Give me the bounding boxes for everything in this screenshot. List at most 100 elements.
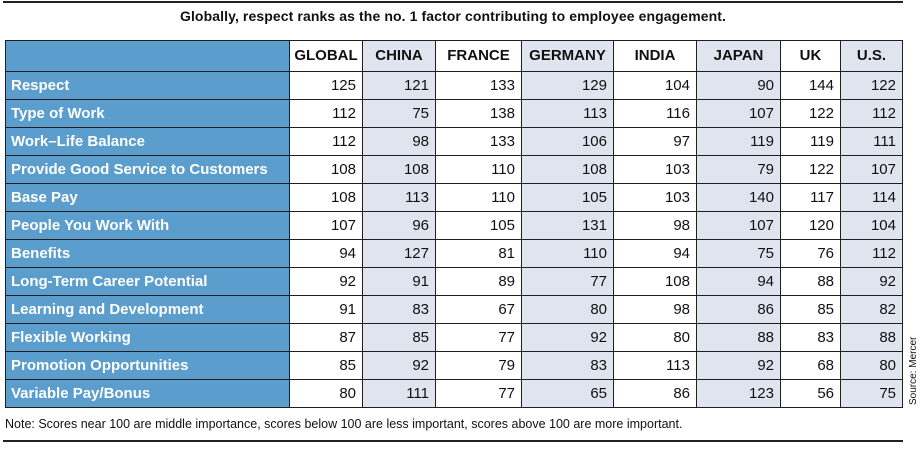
score-cell: 104 (840, 211, 903, 240)
score-cell: 140 (696, 183, 781, 212)
bottom-rule (3, 440, 903, 442)
score-cell: 127 (362, 239, 436, 268)
score-cell: 92 (840, 267, 903, 296)
score-cell: 112 (289, 99, 363, 128)
score-cell: 125 (289, 71, 363, 100)
score-cell: 122 (780, 99, 841, 128)
table-row: Benefits 94 127 81 110 94 75 76 112 (5, 239, 903, 268)
score-cell: 117 (780, 183, 841, 212)
score-cell: 120 (780, 211, 841, 240)
column-header-uk: UK (780, 40, 841, 72)
score-cell: 75 (362, 99, 436, 128)
score-cell: 131 (521, 211, 614, 240)
score-cell: 94 (613, 239, 697, 268)
score-cell: 107 (696, 211, 781, 240)
score-cell: 133 (435, 71, 522, 100)
table-row: Promotion Opportunities 85 92 79 83 113 92 68 80 (5, 351, 903, 380)
score-cell: 97 (613, 127, 697, 156)
row-label: Benefits (5, 239, 290, 268)
column-header-japan: JAPAN (696, 40, 781, 72)
score-cell: 106 (521, 127, 614, 156)
score-cell: 88 (696, 323, 781, 352)
table-row: Learning and Development 91 83 67 80 98 86 85 82 (5, 295, 903, 324)
score-cell: 87 (289, 323, 363, 352)
score-cell: 98 (613, 211, 697, 240)
score-cell: 92 (289, 267, 363, 296)
score-cell: 92 (696, 351, 781, 380)
column-header-china: CHINA (362, 40, 436, 72)
score-cell: 133 (435, 127, 522, 156)
top-rule (3, 1, 903, 3)
row-label: Flexible Working (5, 323, 290, 352)
score-cell: 103 (613, 155, 697, 184)
score-cell: 91 (362, 267, 436, 296)
score-cell: 56 (780, 379, 841, 408)
score-cell: 86 (696, 295, 781, 324)
score-cell: 94 (696, 267, 781, 296)
score-cell: 76 (780, 239, 841, 268)
score-cell: 110 (521, 239, 614, 268)
column-header-global: GLOBAL (289, 40, 363, 72)
score-cell: 88 (840, 323, 903, 352)
row-label: Learning and Development (5, 295, 290, 324)
score-cell: 138 (435, 99, 522, 128)
score-cell: 107 (696, 99, 781, 128)
score-cell: 85 (289, 351, 363, 380)
score-cell: 92 (521, 323, 614, 352)
table-row: Variable Pay/Bonus 80 111 77 65 86 123 56 75 (5, 379, 903, 408)
score-cell: 107 (840, 155, 903, 184)
score-cell: 77 (521, 267, 614, 296)
score-cell: 119 (696, 127, 781, 156)
score-cell: 94 (289, 239, 363, 268)
score-cell: 111 (362, 379, 436, 408)
score-cell: 112 (840, 239, 903, 268)
score-cell: 86 (613, 379, 697, 408)
table-row: Respect 125 121 133 129 104 90 144 122 (5, 71, 903, 100)
score-cell: 83 (780, 323, 841, 352)
row-label: Long-Term Career Potential (5, 267, 290, 296)
score-cell: 110 (435, 183, 522, 212)
table-row: Provide Good Service to Customers 108 108 1… (5, 155, 903, 184)
score-cell: 80 (289, 379, 363, 408)
table-body: Respect 125 121 133 129 104 90 144 122 Type of Wo… (5, 71, 903, 408)
score-cell: 90 (696, 71, 781, 100)
score-cell: 67 (435, 295, 522, 324)
score-cell: 105 (521, 183, 614, 212)
score-cell: 75 (840, 379, 903, 408)
score-cell: 144 (780, 71, 841, 100)
score-cell: 80 (840, 351, 903, 380)
score-cell: 91 (289, 295, 363, 324)
score-cell: 98 (362, 127, 436, 156)
score-cell: 92 (362, 351, 436, 380)
score-cell: 108 (362, 155, 436, 184)
header-row: GLOBAL CHINA FRANCE GERMANY INDIA JAPAN UK U.S. (5, 40, 903, 72)
score-cell: 96 (362, 211, 436, 240)
score-cell: 98 (613, 295, 697, 324)
column-header-u-s: U.S. (840, 40, 903, 72)
score-cell: 75 (696, 239, 781, 268)
score-cell: 108 (613, 267, 697, 296)
table-row: Work–Life Balance 112 98 133 106 97 119 119 111 (5, 127, 903, 156)
engagement-table: GLOBAL CHINA FRANCE GERMANY INDIA JAPAN UK U.S.… (5, 40, 903, 408)
score-cell: 122 (780, 155, 841, 184)
score-cell: 114 (840, 183, 903, 212)
score-cell: 80 (521, 295, 614, 324)
score-cell: 104 (613, 71, 697, 100)
score-cell: 123 (696, 379, 781, 408)
row-label: Type of Work (5, 99, 290, 128)
score-cell: 88 (780, 267, 841, 296)
score-cell: 116 (613, 99, 697, 128)
source-text: Source: Mercer (908, 336, 919, 405)
score-cell: 113 (521, 99, 614, 128)
score-cell: 113 (613, 351, 697, 380)
chart-title: Globally, respect ranks as the no. 1 fac… (179, 8, 727, 24)
score-cell: 108 (289, 155, 363, 184)
column-header-germany: GERMANY (521, 40, 614, 72)
score-cell: 129 (521, 71, 614, 100)
row-label: People You Work With (5, 211, 290, 240)
score-cell: 85 (362, 323, 436, 352)
score-cell: 108 (289, 183, 363, 212)
table-row: Base Pay 108 113 110 105 103 140 117 114 (5, 183, 903, 212)
score-cell: 77 (435, 379, 522, 408)
score-cell: 112 (289, 127, 363, 156)
